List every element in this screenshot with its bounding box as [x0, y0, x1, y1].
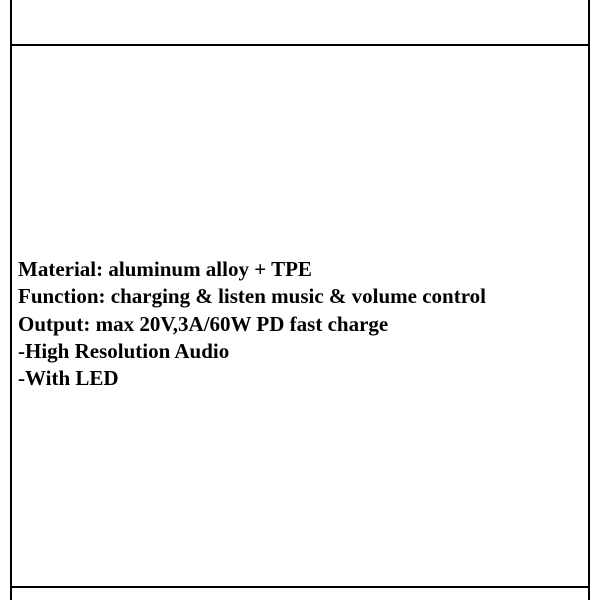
spec-line: Function: charging & listen music & volu… [18, 283, 582, 310]
table-row-main: Material: aluminum alloy + TPE Function:… [12, 46, 588, 588]
spec-line: -With LED [18, 365, 582, 392]
spec-line: -High Resolution Audio [18, 338, 582, 365]
spec-line: Output: max 20V,3A/60W PD fast charge [18, 311, 582, 338]
spec-line: Material: aluminum alloy + TPE [18, 256, 582, 283]
table-row-top [12, 0, 588, 46]
spec-content: Material: aluminum alloy + TPE Function:… [18, 256, 582, 392]
spec-table: Material: aluminum alloy + TPE Function:… [10, 0, 590, 600]
table-row-bottom [12, 588, 588, 600]
